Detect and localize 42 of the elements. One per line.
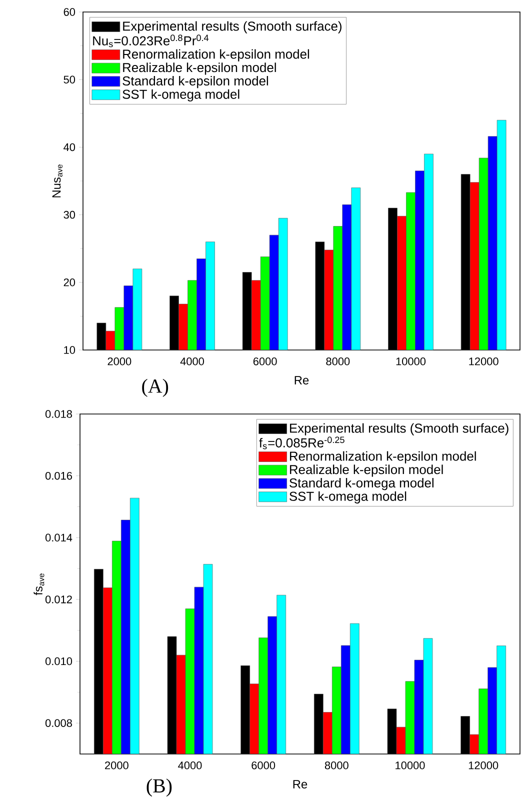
y-tick-label: 0.008 [45,719,72,727]
y-tick-label: 10 [64,346,76,354]
legend-label: Standard k-omega model [290,478,434,490]
legend-label: SST k-omega model [290,491,406,504]
x-tick-label: 4000 [180,358,204,366]
legend-label: SST k-omega model [122,89,240,102]
x-tick-label: 2000 [105,762,128,770]
x-axis-title: Re [294,376,309,384]
y-tick-label: 30 [64,210,76,219]
y-tick-label: 0.012 [45,596,72,604]
x-tick-label: 6000 [252,762,276,770]
legend-label: Experimental results (Smooth surface) [290,423,508,436]
legend-label: Renormalization k-epsilon model [290,451,476,464]
legend-label: Standard k-epsilon model [122,76,268,88]
annotation: f$_{s}$=0.085Re$^{-0.25}$ [259,436,344,450]
text: (A) [142,378,168,397]
y-tick-label: 20 [64,278,76,286]
text: (B) [146,778,172,797]
x-tick-label: 2000 [108,358,132,366]
annotation: Nu$_{s}$=0.023Re$^{0.8}$Pr$^{0.4}$ [93,34,209,48]
y-tick-label: 50 [64,76,76,84]
legend-label: Experimental results (Smooth surface) [123,21,342,34]
y-axis-title: Nus$_{ave}$ [52,164,62,198]
legend-label: Renormalization k-epsilon model [123,49,310,62]
x-tick-label: 4000 [178,762,202,770]
y-axis-title: fs$_{ave}$ [34,574,44,596]
y-tick-label: 40 [64,143,76,152]
x-axis-title: Re [293,780,308,788]
y-tick-label: 60 [64,8,76,16]
x-tick-label: 6000 [253,358,277,366]
legend-label: Realizable k-epsilon model [290,464,443,477]
x-tick-label: 12000 [469,358,498,366]
x-tick-label: 10000 [396,358,426,366]
y-tick-label: 0.016 [45,472,72,480]
x-tick-label: 8000 [324,762,348,770]
y-tick-label: 0.018 [45,410,72,418]
x-tick-label: 8000 [326,358,350,366]
x-tick-label: 12000 [468,762,498,770]
legend-label: Realizable k-epsilon model [123,62,276,75]
x-tick-label: 10000 [396,762,425,770]
y-tick-label: 0.010 [45,657,72,666]
y-tick-label: 0.014 [45,534,72,542]
